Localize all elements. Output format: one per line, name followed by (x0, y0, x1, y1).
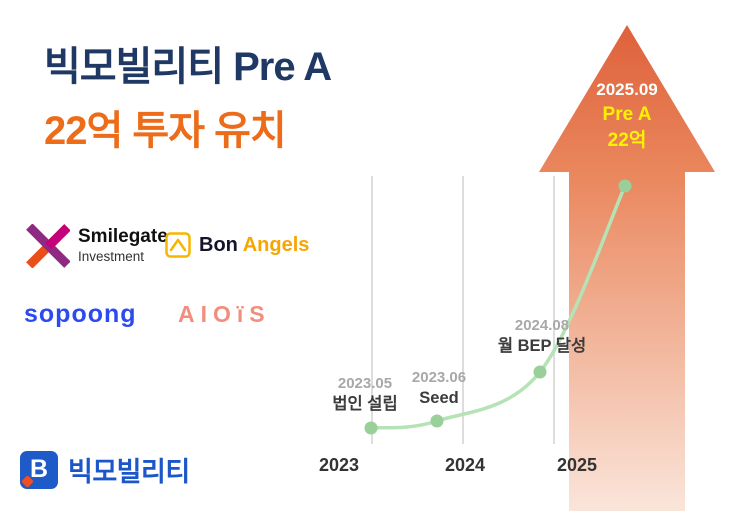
milestone-label: Seed (419, 389, 459, 407)
milestone-date: 2023.06 (411, 369, 467, 386)
milestone-date: 2024.08 (514, 317, 570, 334)
title-line-1: 빅모빌리티 Pre A (44, 45, 332, 89)
callout-date: 2025.09 (596, 80, 658, 99)
smilegate-logo-icon (26, 224, 70, 268)
milestone-dot (618, 179, 632, 193)
milestone-dot (533, 365, 547, 379)
bonangels-logo-icon (165, 232, 191, 258)
gridline-2025 (553, 176, 555, 444)
bonangels-name-accent: Angels (242, 233, 310, 256)
bonangels-name-dark: Bon (199, 233, 238, 256)
milestone-dot (430, 414, 444, 428)
investor-aiois: AIOïS (178, 301, 271, 327)
axis-label-2023: 2023 (318, 455, 360, 475)
milestone-date: 2023.05 (337, 375, 393, 392)
smilegate-sub: Investment (78, 249, 145, 265)
milestone-label: 월 BEP 달성 (497, 337, 587, 355)
title-line-2: 22억 투자 유치 (44, 109, 287, 153)
callout-amount: 22억 (607, 130, 647, 151)
brand-footer: B 빅모빌리티 (20, 450, 190, 489)
smilegate-name: Smilegate (78, 226, 168, 248)
growth-curve-line (369, 184, 627, 430)
investor-smilegate: Smilegate Investment (26, 224, 168, 268)
milestone-2024-08: 2024.08 월 BEP 달성 (498, 316, 586, 357)
investor-sopoong: sopoong (24, 300, 137, 328)
brand-logo-letter: B (29, 455, 49, 483)
milestone-label: 법인 설립 (332, 395, 398, 413)
arrow-callout: 2025.09 Pre A 22억 (596, 78, 657, 154)
bigmobility-logo-icon: B (20, 450, 58, 489)
axis-label-2024: 2024 (444, 455, 486, 475)
milestone-2023-05: 2023.05 법인 설립 (332, 374, 397, 415)
milestone-2023-06: 2023.06 Seed (412, 368, 466, 409)
investor-bonangels: Bon Angels (165, 232, 309, 258)
axis-label-2025: 2025 (556, 455, 598, 475)
callout-round: Pre A (602, 104, 652, 125)
brand-name: 빅모빌리티 (68, 457, 190, 487)
